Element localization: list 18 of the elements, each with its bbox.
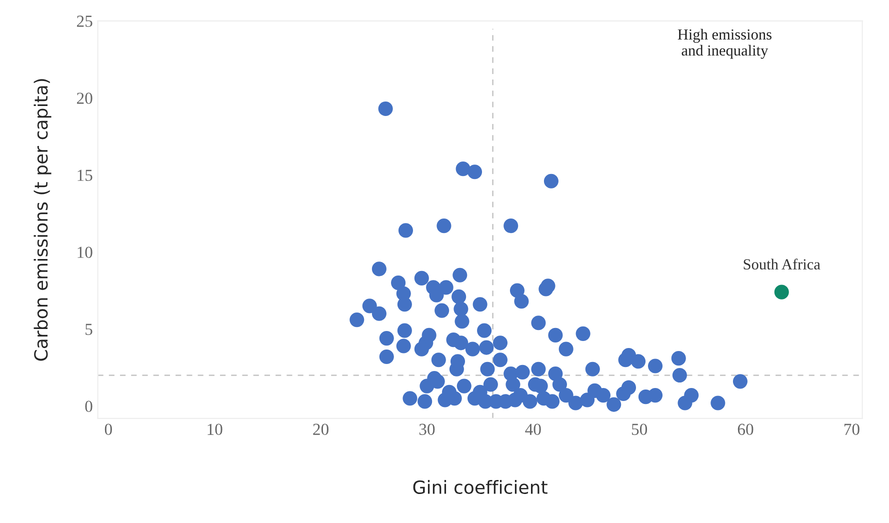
x-tick-label: 0 <box>104 424 112 435</box>
x-tick-label: 20 <box>313 424 328 435</box>
y-tick-label: 15 <box>78 170 92 181</box>
x-tick-label: 10 <box>208 424 222 435</box>
x-tick-label: 60 <box>738 424 754 435</box>
x-tick-label: 50 <box>632 424 648 435</box>
x-axis-title: Gini coefficient <box>413 480 548 494</box>
y-tick-label: 20 <box>76 92 92 104</box>
y-axis-title: Carbon emissions (t per capita) <box>34 79 52 361</box>
y-tick-label: 5 <box>86 324 92 335</box>
y-tick-label: 10 <box>78 246 92 258</box>
x-tick-label: 40 <box>525 424 541 435</box>
x-tick-label: 70 <box>844 424 860 435</box>
annotation: High emissions and inequality <box>678 28 772 59</box>
series-label: South Africa <box>744 258 820 270</box>
y-tick-label: 25 <box>76 16 92 27</box>
x-tick-label: 30 <box>419 424 435 435</box>
y-tick-label: 0 <box>85 400 92 412</box>
